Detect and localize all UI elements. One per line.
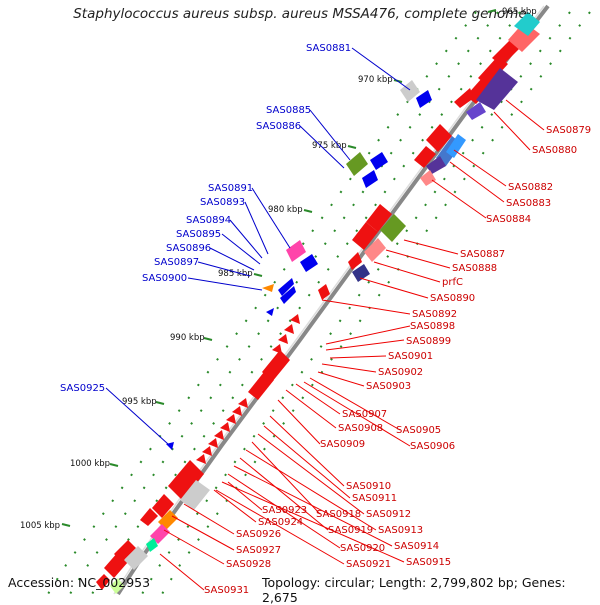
gene-label-reverse: SAS0898	[410, 321, 455, 332]
tick-label: 990 kbp	[170, 333, 205, 343]
gene-label-forward: SAS0925	[60, 383, 105, 394]
map-title: Staphylococcus aureus subsp. aureus MSSA…	[73, 6, 527, 22]
gene-label-reverse: SAS0883	[506, 198, 551, 209]
gene-label-reverse: SAS0921	[346, 559, 391, 570]
topology-info: Topology: circular; Length: 2,799,802 bp…	[262, 575, 566, 605]
reverse-callouts	[159, 99, 545, 591]
gene-label-reverse: SAS0899	[406, 336, 451, 347]
gene-label-forward: SAS0886	[256, 121, 301, 132]
gene-label-reverse: SAS0880	[532, 145, 577, 156]
tick-label: 995 kbp	[122, 397, 157, 407]
tick-label: 975 kbp	[312, 141, 347, 151]
gene-label-reverse: SAS0926	[236, 529, 281, 540]
tick-label: 970 kbp	[358, 75, 393, 85]
gene-label-reverse: SAS0923	[262, 505, 307, 516]
gene-label-forward: SAS0885	[266, 105, 311, 116]
kbp-ticks: 965 kbp 970 kbp 975 kbp 980 kbp 985 kbp …	[20, 7, 537, 531]
gene-label-reverse: SAS0907	[342, 409, 387, 420]
reverse-genes	[96, 12, 540, 594]
reverse-labels: SAS0879 SAS0880 SAS0882 SAS0883 SAS0884 …	[204, 125, 591, 596]
guide-dots	[47, 11, 591, 595]
gene-label-reverse: SAS0905	[396, 425, 441, 436]
gene-label-reverse: SAS0879	[546, 125, 591, 136]
tick-label: 965 kbp	[502, 7, 537, 17]
gene-label-reverse: SAS0890	[430, 293, 475, 304]
gene-label-reverse: SAS0884	[486, 214, 531, 225]
gene-label-reverse: SAS0913	[378, 525, 423, 536]
gene-label-forward: SAS0893	[200, 197, 245, 208]
gene-label-reverse: SAS0915	[406, 557, 451, 568]
gene-label-reverse: SAS0920	[340, 543, 385, 554]
tick-label: 1000 kbp	[70, 459, 110, 469]
gene-label-reverse: SAS0888	[452, 263, 497, 274]
tick-label: 985 kbp	[218, 269, 253, 279]
gene-label-forward: SAS0891	[208, 183, 253, 194]
gene-label-reverse: SAS0918	[316, 509, 361, 520]
gene-label-reverse: SAS0906	[410, 441, 455, 452]
gene-label-reverse: SAS0903	[366, 381, 411, 392]
gene-label-reverse: SAS0912	[366, 509, 411, 520]
gene-label-reverse: SAS0887	[460, 249, 505, 260]
gene-label-reverse: SAS0910	[346, 481, 391, 492]
forward-genes	[166, 80, 432, 450]
gene-label-reverse: SAS0901	[388, 351, 433, 362]
gene-label-reverse: SAS0919	[328, 525, 373, 536]
gene-label-reverse: SAS0902	[378, 367, 423, 378]
gene-label-reverse: SAS0908	[338, 423, 383, 434]
gene-label-forward: SAS0897	[154, 257, 199, 268]
accession: Accession: NC_002953	[8, 575, 151, 590]
gene-label-reverse: SAS0931	[204, 585, 249, 596]
gene-label-reverse: SAS0909	[320, 439, 365, 450]
gene-label-reverse: prfC	[442, 277, 463, 288]
forward-callouts	[105, 47, 411, 445]
gene-label-reverse: SAS0882	[508, 182, 553, 193]
gene-label-reverse: SAS0892	[412, 309, 457, 320]
forward-labels: SAS0881 SAS0885 SAS0886 SAS0891 SAS0893 …	[60, 43, 351, 394]
gene-label-reverse: SAS0911	[352, 493, 397, 504]
gene-label-reverse: SAS0927	[236, 545, 281, 556]
gene-label-forward: SAS0900	[142, 273, 187, 284]
gene-label-forward: SAS0881	[306, 43, 351, 54]
gene-label-forward: SAS0894	[186, 215, 231, 226]
tick-label: 1005 kbp	[20, 521, 60, 531]
gene-label-reverse: SAS0928	[226, 559, 271, 570]
gene-label-forward: SAS0896	[166, 243, 211, 254]
gene-label-reverse: SAS0924	[258, 517, 303, 528]
gene-label-forward: SAS0895	[176, 229, 221, 240]
gene-label-reverse: SAS0914	[394, 541, 439, 552]
tick-label: 980 kbp	[268, 205, 303, 215]
